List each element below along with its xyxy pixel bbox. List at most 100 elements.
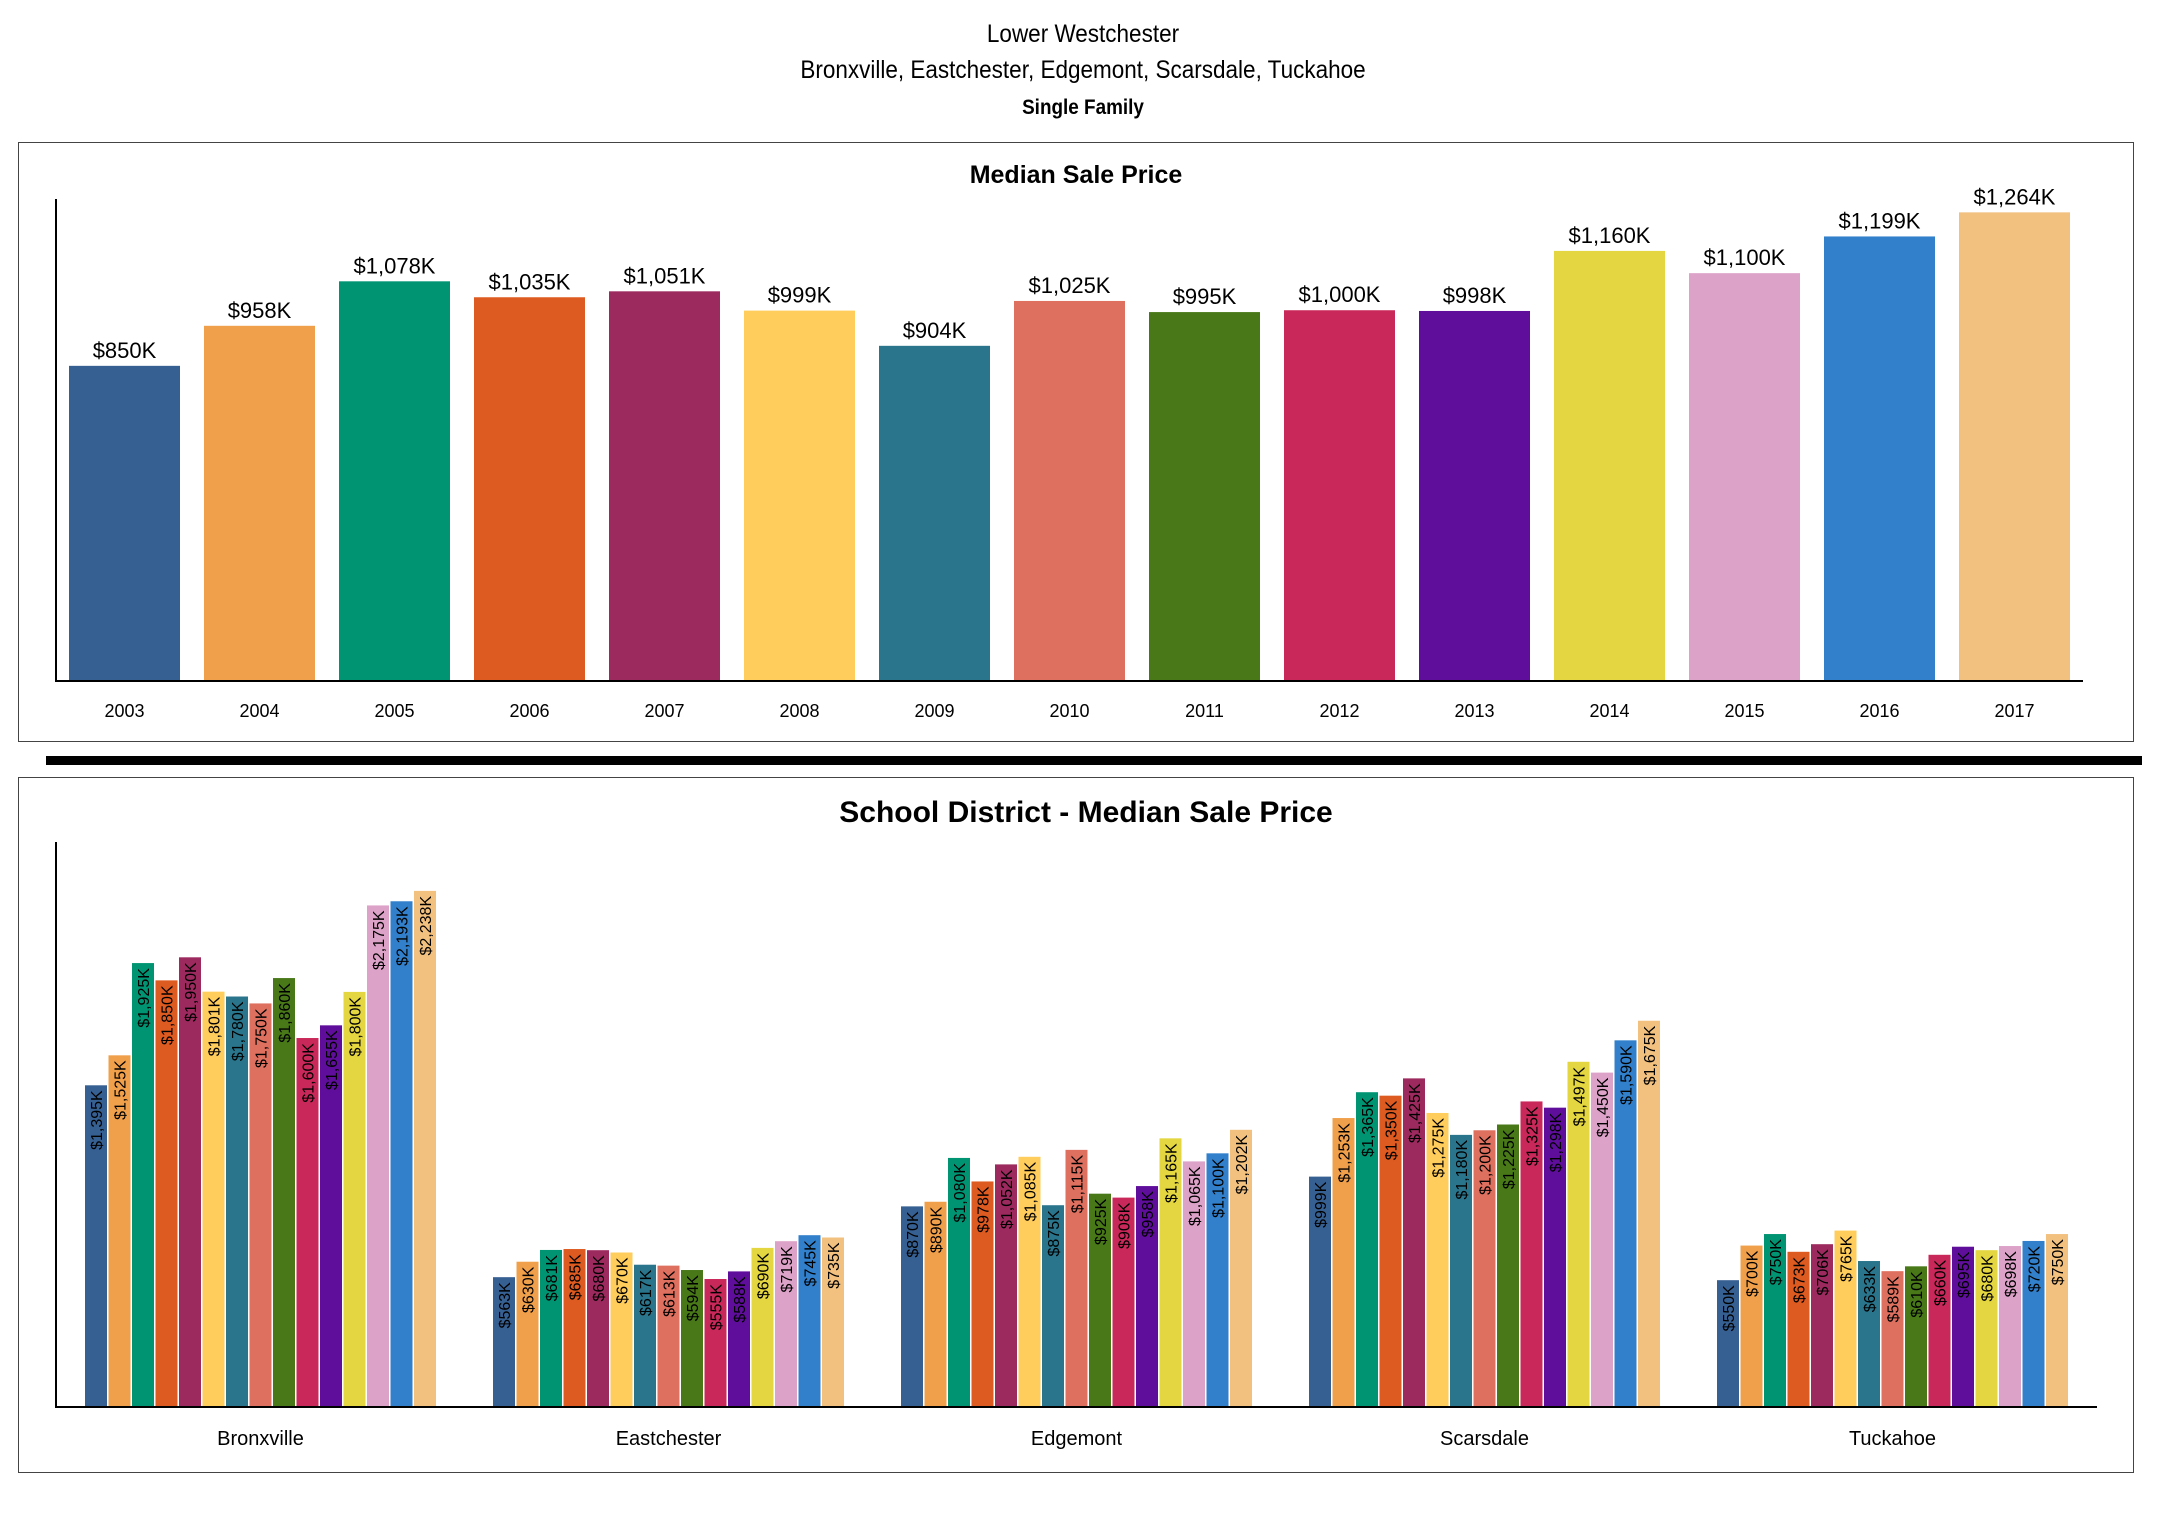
data-label: $680K [591, 1255, 608, 1302]
report-subtitle: Bronxville, Eastchester, Edgemont, Scars… [800, 56, 1366, 84]
bar [1065, 1149, 1088, 1407]
bar [1149, 312, 1260, 681]
data-label: $1,425K [1407, 1083, 1424, 1143]
bar [1591, 1072, 1613, 1407]
data-label: $1,080K [952, 1163, 969, 1223]
data-label: $690K [756, 1253, 773, 1300]
data-label: $1,950K [183, 962, 200, 1022]
data-label: $1,035K [489, 269, 571, 294]
data-label: $1,925K [136, 968, 153, 1028]
data-label: $594K [685, 1275, 702, 1322]
data-label: $1,199K [1839, 208, 1921, 233]
bar [390, 901, 413, 1407]
median-sale-price-panel: Median Sale Price $850K 2003 $958K 2004 $1,0… [18, 142, 2134, 742]
data-label: $1,051K [624, 263, 706, 288]
x-tick-label: 2011 [1185, 701, 1224, 721]
data-label: $890K [929, 1206, 946, 1253]
bar [1159, 1138, 1182, 1407]
x-tick-label: 2006 [509, 701, 549, 721]
bar [1183, 1161, 1205, 1407]
bar [751, 1247, 774, 1407]
data-label: $999K [768, 283, 832, 308]
chart-title: Median Sale Price [970, 161, 1183, 189]
data-label: $750K [1768, 1239, 1785, 1286]
bar [1379, 1095, 1402, 1407]
data-label: $1,675K [1642, 1025, 1659, 1085]
bar [1905, 1266, 1927, 1407]
bar [1206, 1153, 1229, 1407]
bar [179, 957, 201, 1407]
data-label: $870K [905, 1211, 922, 1258]
bar [1858, 1261, 1880, 1407]
bar [798, 1235, 821, 1407]
data-label: $1,225K [1501, 1129, 1518, 1189]
bar [1638, 1020, 1660, 1407]
data-label: $555K [709, 1284, 726, 1331]
bar [367, 905, 389, 1407]
bar [1544, 1107, 1566, 1407]
bar [1740, 1245, 1763, 1407]
data-label: $550K [1721, 1285, 1738, 1332]
bar [822, 1237, 844, 1407]
data-label: $904K [903, 318, 967, 343]
data-label: $1,200K [1478, 1135, 1495, 1195]
bar [226, 996, 248, 1407]
data-label: $660K [1933, 1259, 1950, 1306]
data-label: $1,160K [1569, 223, 1651, 248]
data-label: $673K [1792, 1256, 1809, 1303]
bar [1426, 1112, 1449, 1407]
data-label: $875K [1046, 1210, 1063, 1257]
bar [1999, 1246, 2021, 1407]
data-label: $1,655K [324, 1030, 341, 1090]
x-tick-label: 2017 [1994, 701, 2034, 721]
bar [901, 1206, 923, 1407]
x-tick-label: 2015 [1724, 701, 1764, 721]
x-tick-label: 2007 [644, 701, 684, 721]
x-tick-label: 2016 [1859, 701, 1899, 721]
data-label: $998K [1443, 283, 1507, 308]
bar [704, 1279, 727, 1407]
bar [516, 1261, 539, 1407]
bar [1520, 1101, 1543, 1407]
data-label: $1,078K [354, 253, 436, 278]
data-label: $706K [1815, 1249, 1832, 1296]
median-sale-price-chart: Median Sale Price $850K 2003 $958K 2004 $1,0… [55, 161, 2083, 721]
data-label: $765K [1839, 1235, 1856, 1282]
bar [1356, 1092, 1378, 1407]
data-label: $698K [2003, 1251, 2020, 1298]
x-tick-label: Eastchester [616, 1428, 722, 1450]
data-label: $1,100K [1704, 245, 1786, 270]
bar [1764, 1234, 1786, 1407]
data-label: $680K [1980, 1255, 1997, 1302]
data-label: $1,395K [89, 1090, 106, 1150]
bar [1450, 1134, 1472, 1407]
data-label: $2,175K [371, 910, 388, 970]
bar [587, 1250, 609, 1407]
data-label: $589K [1886, 1276, 1903, 1323]
data-label: $1,275K [1431, 1118, 1448, 1178]
bar [1959, 212, 2070, 681]
bar [474, 297, 585, 681]
bar [1717, 1280, 1739, 1407]
bar [1112, 1197, 1135, 1407]
chart-title: School District - Median Sale Price [839, 796, 1332, 829]
property-type-label: Single Family [1022, 96, 1144, 119]
data-label: $613K [662, 1270, 679, 1317]
bar [1089, 1193, 1111, 1407]
x-tick-label: Tuckahoe [1849, 1428, 1936, 1450]
bar [924, 1201, 947, 1407]
bar [1554, 250, 1665, 681]
bar [1881, 1271, 1904, 1407]
data-label: $685K [568, 1254, 585, 1301]
bar [108, 1055, 131, 1407]
bar [610, 1252, 633, 1407]
data-label: $1,025K [1029, 273, 1111, 298]
bar [296, 1038, 319, 1407]
data-label: $958K [1140, 1191, 1157, 1238]
data-label: $719K [779, 1246, 796, 1293]
x-tick-label: Scarsdale [1440, 1428, 1529, 1450]
data-label: $1,253K [1337, 1123, 1354, 1183]
data-label: $1,780K [230, 1001, 247, 1061]
bar [1309, 1176, 1331, 1407]
data-label: $700K [1745, 1250, 1762, 1297]
